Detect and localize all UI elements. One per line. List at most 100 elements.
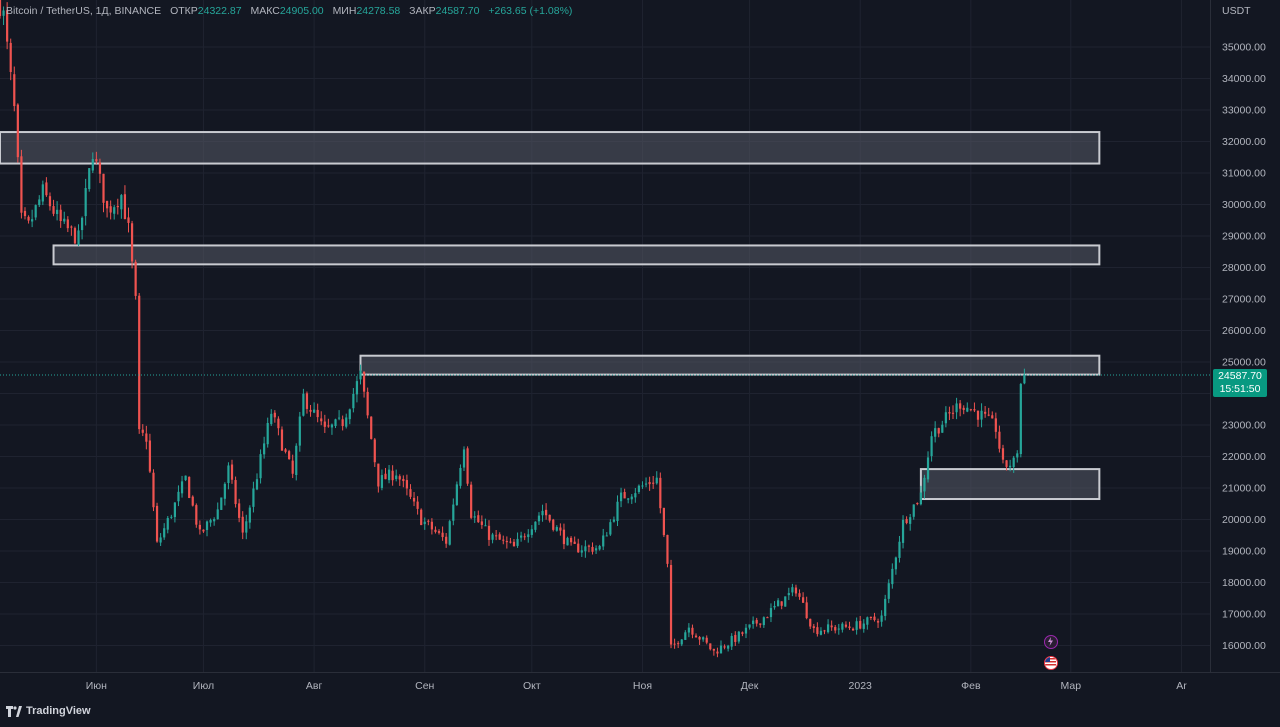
candle-body <box>88 168 91 190</box>
candle-body <box>163 528 166 538</box>
candle-body <box>491 534 494 540</box>
candle-body <box>666 534 669 564</box>
candle-body <box>787 593 790 596</box>
candle-body <box>113 207 116 214</box>
candle-body <box>623 492 626 499</box>
candle-body <box>819 630 823 635</box>
candle-body <box>462 449 466 468</box>
candle-body <box>1016 453 1019 458</box>
candle-body <box>6 10 9 42</box>
candle-body <box>1012 457 1015 467</box>
candle-body <box>27 216 30 221</box>
candle-body <box>830 625 833 628</box>
candlestick-series <box>0 0 1026 658</box>
candle-body <box>973 409 976 411</box>
tradingview-logo[interactable]: TradingView <box>6 705 91 717</box>
candle-body <box>241 516 244 533</box>
candle-body <box>66 219 69 229</box>
candle-body <box>894 557 898 570</box>
candle-body <box>937 428 940 434</box>
candle-body <box>316 409 319 418</box>
candle-body <box>405 480 409 489</box>
candle-body <box>994 418 997 432</box>
candle-body <box>534 521 537 530</box>
candle-body <box>248 507 251 523</box>
candle-body <box>477 515 480 523</box>
candle-body <box>562 529 566 545</box>
y-tick-label: 25000.00 <box>1222 357 1266 369</box>
candle-body <box>2 10 5 16</box>
candle-body <box>470 484 473 518</box>
candle-body <box>694 635 698 638</box>
candle-body <box>445 536 448 544</box>
candle-body <box>184 475 187 481</box>
candle-body <box>484 525 487 527</box>
candle-body <box>0 0 2 16</box>
x-tick-label: Ноя <box>633 680 652 692</box>
y-tick-label: 32000.00 <box>1222 136 1266 148</box>
candle-body <box>630 496 633 500</box>
candle-body <box>944 412 947 424</box>
candle-body <box>95 159 98 162</box>
candle-body <box>984 411 987 414</box>
currency-label[interactable]: USDT <box>1222 5 1251 17</box>
candle-body <box>109 206 112 213</box>
candle-body <box>755 619 758 624</box>
candle-body <box>884 598 887 616</box>
candle-body <box>23 210 27 217</box>
candle-body <box>734 634 737 642</box>
candle-body <box>969 409 972 411</box>
candle-body <box>466 448 469 484</box>
x-tick-label: Сен <box>415 680 434 692</box>
candle-body <box>216 509 219 520</box>
price-zone <box>0 131 1101 165</box>
close-value: 24587.70 <box>435 5 480 17</box>
candle-body <box>327 425 330 427</box>
candle-body <box>34 205 37 218</box>
candle-body <box>202 529 205 532</box>
candle-body <box>523 536 526 538</box>
candle-body <box>926 457 930 480</box>
candle-body <box>844 624 848 627</box>
us-flag-icon[interactable] <box>1044 656 1058 670</box>
price-axis[interactable]: 16000.00 17000.00 18000.00 19000.00 20000.00… <box>1210 0 1280 727</box>
x-tick-label: Окт <box>523 680 541 692</box>
candle-body <box>20 156 23 213</box>
candle-body <box>270 413 273 425</box>
candle-body <box>288 451 291 460</box>
candle-body <box>480 521 483 525</box>
candle-body <box>644 483 648 485</box>
lightning-icon[interactable] <box>1044 635 1058 649</box>
candle-body <box>348 409 351 420</box>
candle-body <box>198 524 201 530</box>
candle-body <box>91 159 94 171</box>
candle-body <box>1019 383 1022 455</box>
candle-body <box>537 515 541 522</box>
high-value: 24905.00 <box>279 5 324 17</box>
candle-body <box>834 627 837 631</box>
candle-body <box>370 416 373 439</box>
time-axis[interactable]: Июн Июл Авг Сен Окт Ноя Дек 2023 Фев Мар Ar <box>0 672 1280 693</box>
candle-body <box>402 478 405 482</box>
candle-body <box>609 522 612 535</box>
candle-body <box>605 535 608 537</box>
candle-body <box>70 226 73 228</box>
candle-body <box>619 492 623 502</box>
candle-body <box>987 414 990 416</box>
candle-body <box>213 519 216 522</box>
candle-body <box>284 449 287 452</box>
candle-body <box>737 631 740 642</box>
candle-body <box>423 521 426 525</box>
change-value: +263.65 (+1.08%) <box>488 5 573 17</box>
candle-body <box>709 643 712 650</box>
candle-body <box>748 624 751 628</box>
candle-body <box>587 545 591 547</box>
candle-body <box>173 502 177 518</box>
candle-body <box>930 436 933 457</box>
candle-body <box>398 476 401 480</box>
symbol-name[interactable]: Bitcoin / TetherUS, 1Д, BINANCE <box>6 5 162 17</box>
candle-body <box>452 504 455 521</box>
candle-body <box>1005 460 1008 467</box>
x-tick-label: Ar <box>1176 680 1187 692</box>
